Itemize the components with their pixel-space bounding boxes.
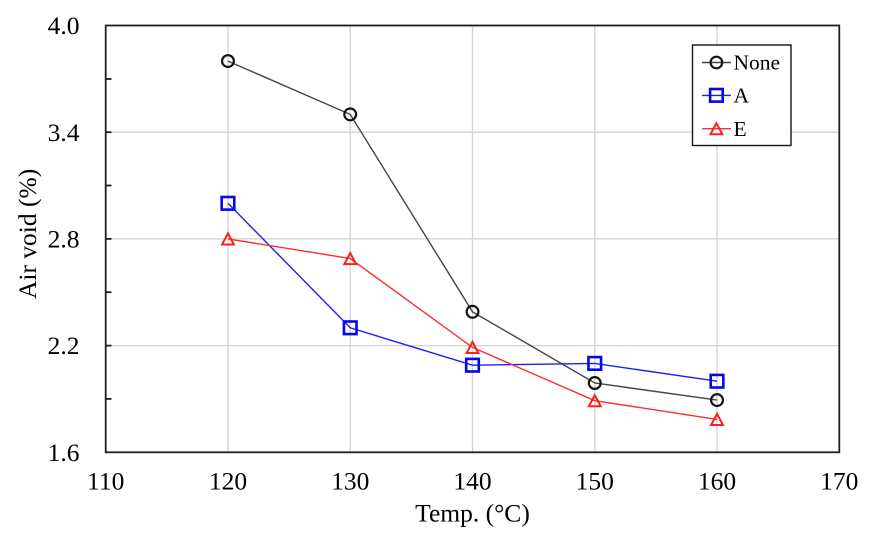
svg-text:1.6: 1.6: [48, 438, 80, 467]
svg-text:None: None: [734, 51, 781, 75]
svg-text:150: 150: [576, 466, 614, 495]
svg-text:170: 170: [820, 466, 858, 495]
svg-text:A: A: [734, 84, 750, 108]
svg-text:130: 130: [331, 466, 369, 495]
svg-text:Temp. (°C): Temp. (°C): [415, 499, 530, 528]
svg-text:160: 160: [698, 466, 736, 495]
svg-text:110: 110: [87, 466, 124, 495]
svg-text:4.0: 4.0: [48, 11, 80, 40]
svg-text:E: E: [734, 117, 747, 141]
svg-text:140: 140: [453, 466, 491, 495]
svg-text:120: 120: [209, 466, 247, 495]
svg-text:3.4: 3.4: [48, 118, 80, 147]
svg-text:Air void (%): Air void (%): [13, 169, 42, 299]
svg-text:2.2: 2.2: [48, 331, 80, 360]
svg-text:2.8: 2.8: [48, 225, 80, 254]
